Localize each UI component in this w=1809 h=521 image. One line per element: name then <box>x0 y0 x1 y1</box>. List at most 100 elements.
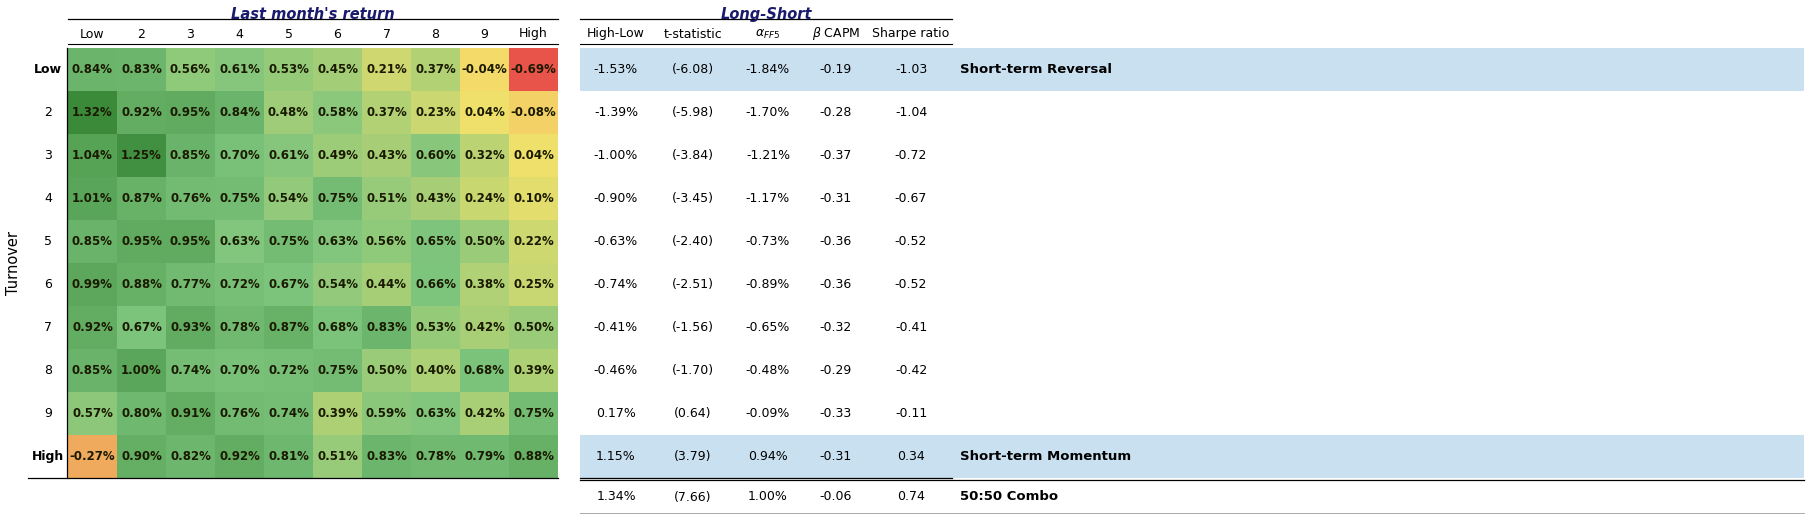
Text: 0.66%: 0.66% <box>414 278 456 291</box>
Text: 1.04%: 1.04% <box>72 149 112 162</box>
Text: $\beta$ CAPM: $\beta$ CAPM <box>812 26 859 43</box>
Text: 0.37%: 0.37% <box>365 106 407 119</box>
Text: 0.74: 0.74 <box>897 490 924 503</box>
Text: 0.34: 0.34 <box>897 450 924 463</box>
Bar <box>215 435 264 478</box>
Text: 1.25%: 1.25% <box>121 149 163 162</box>
Text: -0.28: -0.28 <box>819 106 852 119</box>
Bar <box>411 220 459 263</box>
Text: 6: 6 <box>43 278 52 291</box>
Text: 0.76%: 0.76% <box>170 192 212 205</box>
Text: 0.78%: 0.78% <box>414 450 456 463</box>
Text: (-1.70): (-1.70) <box>671 364 715 377</box>
Text: Low: Low <box>80 28 105 41</box>
Text: -0.29: -0.29 <box>819 364 852 377</box>
Bar <box>69 392 118 435</box>
Text: 0.81%: 0.81% <box>268 450 309 463</box>
Text: 0.68%: 0.68% <box>463 364 505 377</box>
Text: 0.04%: 0.04% <box>514 149 554 162</box>
Bar <box>411 177 459 220</box>
Bar <box>215 306 264 349</box>
Text: 0.83%: 0.83% <box>121 63 163 76</box>
Bar <box>459 392 508 435</box>
Text: -0.69%: -0.69% <box>510 63 557 76</box>
Text: (3.79): (3.79) <box>675 450 711 463</box>
Text: -0.52: -0.52 <box>895 278 928 291</box>
Text: 9: 9 <box>43 407 52 420</box>
Bar <box>508 435 557 478</box>
Bar <box>264 220 313 263</box>
Text: -0.65%: -0.65% <box>745 321 791 334</box>
Text: 0.88%: 0.88% <box>514 450 554 463</box>
Bar <box>215 177 264 220</box>
Bar <box>118 48 166 91</box>
Text: 0.75%: 0.75% <box>268 235 309 248</box>
Text: 0.67%: 0.67% <box>268 278 309 291</box>
Text: -1.03: -1.03 <box>895 63 928 76</box>
Text: 0.40%: 0.40% <box>414 364 456 377</box>
Text: -0.04%: -0.04% <box>461 63 507 76</box>
Bar <box>166 263 215 306</box>
Bar <box>508 306 557 349</box>
Text: -0.11: -0.11 <box>895 407 928 420</box>
Bar <box>411 392 459 435</box>
Text: 2: 2 <box>43 106 52 119</box>
Text: 0.45%: 0.45% <box>317 63 358 76</box>
Bar <box>362 177 411 220</box>
Text: 0.54%: 0.54% <box>317 278 358 291</box>
Bar <box>118 91 166 134</box>
Text: -0.42: -0.42 <box>895 364 928 377</box>
Text: (-6.08): (-6.08) <box>671 63 715 76</box>
Text: -0.37: -0.37 <box>819 149 852 162</box>
Bar <box>166 392 215 435</box>
Bar <box>118 134 166 177</box>
Bar <box>118 177 166 220</box>
Text: -0.27%: -0.27% <box>71 450 116 463</box>
Text: 0.84%: 0.84% <box>219 106 260 119</box>
Text: 0.87%: 0.87% <box>121 192 163 205</box>
Bar <box>166 134 215 177</box>
Text: 0.85%: 0.85% <box>72 235 112 248</box>
Text: 0.43%: 0.43% <box>414 192 456 205</box>
Bar <box>215 91 264 134</box>
Bar <box>69 91 118 134</box>
Bar <box>411 91 459 134</box>
Text: 0.99%: 0.99% <box>72 278 112 291</box>
Text: t-statistic: t-statistic <box>664 28 722 41</box>
Text: 0.50%: 0.50% <box>465 235 505 248</box>
Bar <box>411 306 459 349</box>
Text: 0.21%: 0.21% <box>365 63 407 76</box>
Text: 8: 8 <box>43 364 52 377</box>
Text: 4: 4 <box>43 192 52 205</box>
Text: 0.84%: 0.84% <box>72 63 112 76</box>
Text: (-2.51): (-2.51) <box>671 278 715 291</box>
Text: 0.04%: 0.04% <box>465 106 505 119</box>
Text: -1.21%: -1.21% <box>745 149 791 162</box>
Text: (-5.98): (-5.98) <box>671 106 715 119</box>
Text: 3: 3 <box>43 149 52 162</box>
Bar <box>362 91 411 134</box>
Bar <box>508 177 557 220</box>
Bar <box>264 177 313 220</box>
Text: 0.58%: 0.58% <box>317 106 358 119</box>
Text: 0.83%: 0.83% <box>365 321 407 334</box>
Text: 0.22%: 0.22% <box>514 235 554 248</box>
Text: 0.74%: 0.74% <box>170 364 212 377</box>
Bar <box>313 134 362 177</box>
Bar <box>166 306 215 349</box>
Text: -0.32: -0.32 <box>819 321 852 334</box>
Text: 0.61%: 0.61% <box>268 149 309 162</box>
Bar <box>264 48 313 91</box>
Bar <box>215 48 264 91</box>
Text: (-3.45): (-3.45) <box>671 192 715 205</box>
Bar <box>362 48 411 91</box>
Text: 50:50 Combo: 50:50 Combo <box>961 490 1058 503</box>
Text: Turnover: Turnover <box>7 231 22 295</box>
Text: 0.65%: 0.65% <box>414 235 456 248</box>
Text: 0.24%: 0.24% <box>465 192 505 205</box>
Bar <box>411 435 459 478</box>
Bar <box>264 306 313 349</box>
Bar <box>264 263 313 306</box>
Text: 0.87%: 0.87% <box>268 321 309 334</box>
Text: 0.50%: 0.50% <box>365 364 407 377</box>
